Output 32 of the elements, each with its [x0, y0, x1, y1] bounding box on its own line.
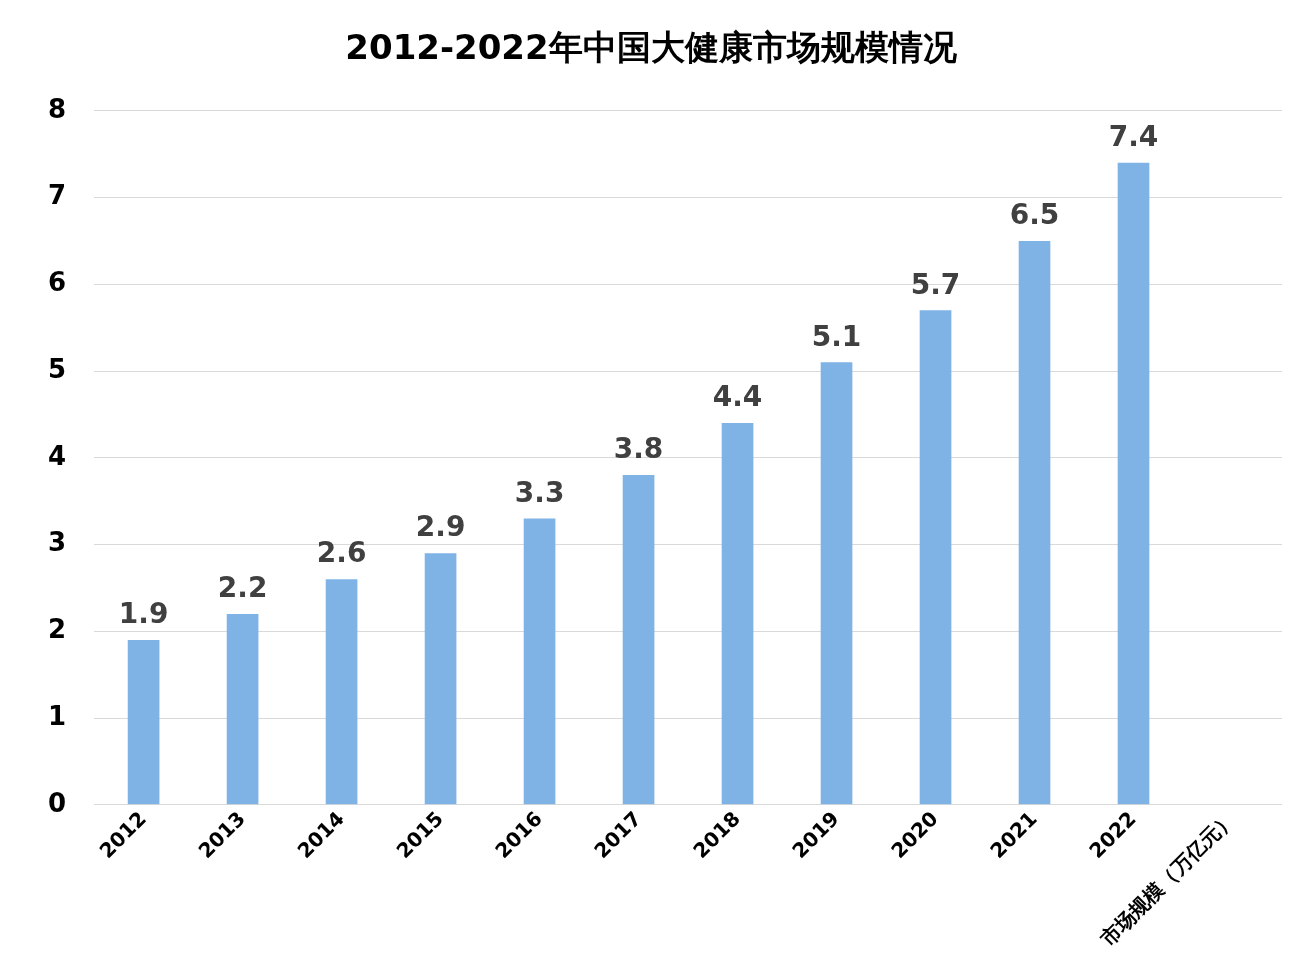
data-label: 2.6 [316, 536, 367, 570]
y-tick-label: 2 [48, 614, 67, 645]
bar [721, 423, 754, 805]
data-label: 2.9 [415, 510, 466, 544]
bar [226, 613, 259, 805]
data-label: 5.1 [811, 319, 862, 353]
y-tick-label: 4 [48, 440, 67, 471]
y-tick-label: 1 [48, 700, 67, 731]
data-label: 6.5 [1009, 198, 1060, 232]
y-tick-label: 6 [48, 267, 67, 298]
bar [1117, 162, 1150, 805]
chart-title: 2012-2022年中国大健康市场规模情况 [345, 27, 958, 68]
data-label: 7.4 [1108, 120, 1159, 154]
bar [325, 579, 358, 805]
bar [820, 362, 853, 805]
data-label: 5.7 [910, 267, 961, 301]
bar [1018, 240, 1051, 805]
y-tick-label: 3 [48, 527, 67, 558]
bar [523, 518, 556, 805]
y-tick-label: 7 [48, 180, 67, 211]
data-label: 1.9 [118, 597, 169, 631]
data-label: 4.4 [712, 380, 763, 414]
y-tick-label: 5 [48, 353, 67, 384]
bar [424, 553, 457, 805]
data-label: 2.2 [217, 571, 268, 605]
bar [919, 310, 952, 805]
data-label: 3.3 [514, 475, 565, 509]
y-tick-label: 0 [48, 787, 67, 818]
bar [622, 475, 655, 805]
bar [127, 639, 160, 805]
y-tick-label: 8 [48, 93, 67, 124]
data-label: 3.8 [613, 432, 664, 466]
